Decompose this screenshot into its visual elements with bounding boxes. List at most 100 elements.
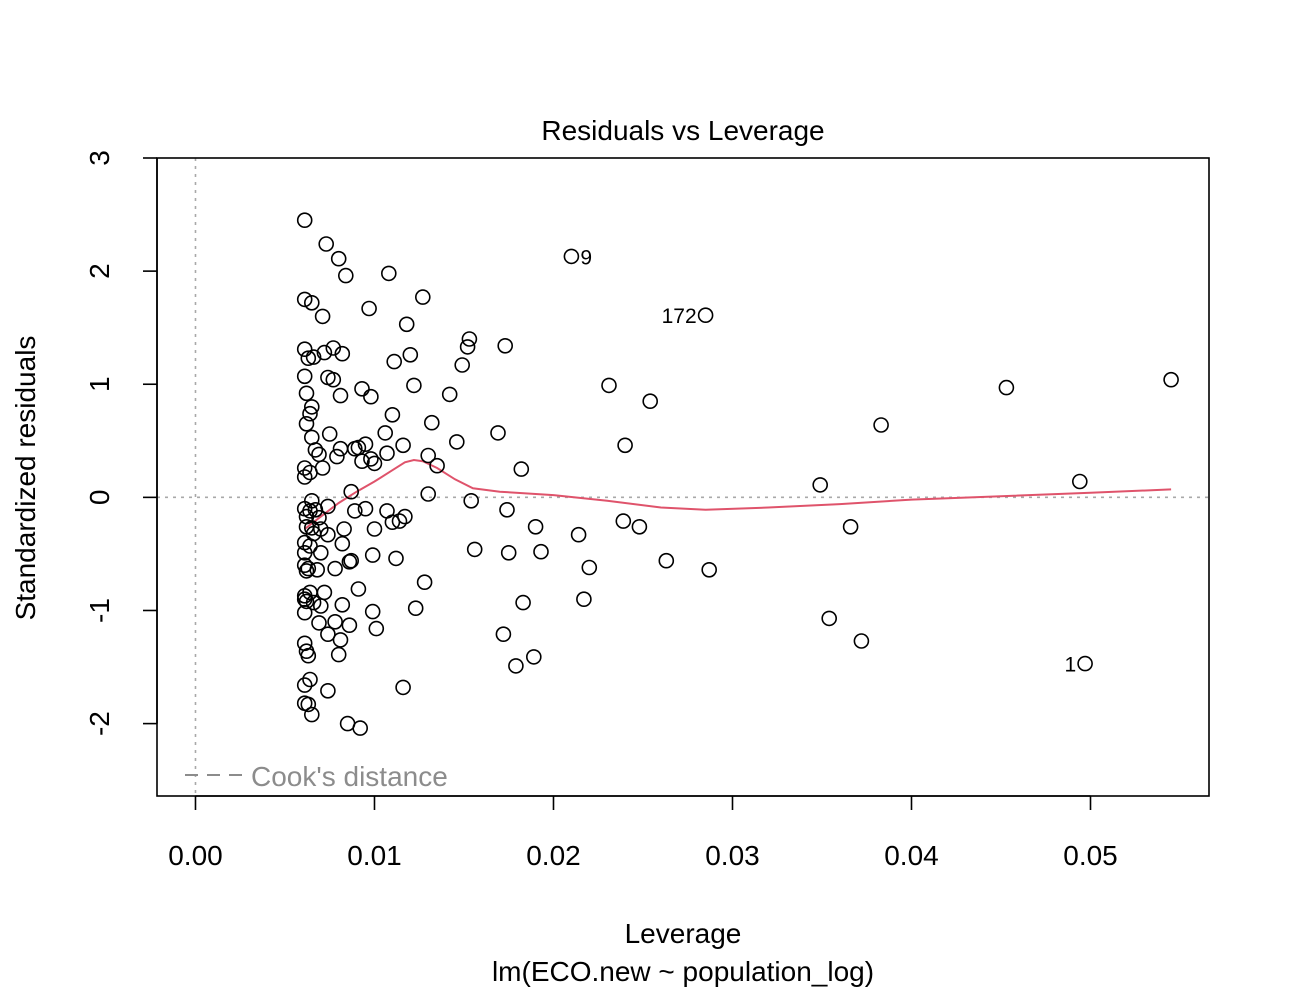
data-point xyxy=(414,289,431,305)
data-point xyxy=(352,720,369,736)
data-point xyxy=(316,584,333,601)
data-point xyxy=(563,248,580,265)
data-point xyxy=(495,626,512,643)
data-point xyxy=(998,379,1015,396)
data-point xyxy=(420,486,437,502)
data-point xyxy=(325,340,342,356)
data-point xyxy=(398,316,415,333)
data-point xyxy=(497,337,514,354)
data-point xyxy=(336,521,352,537)
data-point xyxy=(300,350,317,367)
data-point xyxy=(697,307,714,324)
data-point xyxy=(391,513,408,529)
y-tick-label: 3 xyxy=(84,150,115,166)
data-point xyxy=(701,561,718,578)
legend: Cook's distance xyxy=(185,761,448,792)
smooth-line-layer xyxy=(304,458,1172,530)
data-point xyxy=(343,483,360,500)
data-point xyxy=(325,371,342,388)
data-point xyxy=(525,649,542,665)
data-point xyxy=(354,380,370,397)
data-point xyxy=(1163,371,1179,388)
data-point xyxy=(303,706,320,723)
x-tick-label: 0.02 xyxy=(526,840,581,871)
data-point xyxy=(842,518,859,535)
data-point xyxy=(395,679,411,696)
point-label: 172 xyxy=(662,305,697,328)
data-point xyxy=(303,399,320,415)
data-point xyxy=(311,509,327,526)
data-point xyxy=(309,561,326,578)
data-point xyxy=(341,617,358,634)
data-point xyxy=(377,425,394,441)
data-point xyxy=(570,526,587,543)
data-point xyxy=(384,514,401,531)
data-point xyxy=(320,626,336,643)
data-point xyxy=(364,547,381,563)
data-point xyxy=(386,353,403,370)
data-point xyxy=(361,300,377,317)
data-point xyxy=(296,368,313,385)
data-point xyxy=(407,600,424,617)
y-tick-label: 0 xyxy=(84,490,115,506)
data-point xyxy=(379,445,395,462)
data-point xyxy=(402,346,419,363)
data-point xyxy=(332,632,349,648)
reference-lines xyxy=(157,158,1209,796)
data-point xyxy=(515,594,531,611)
x-tick-label: 0.05 xyxy=(1063,840,1118,871)
data-point xyxy=(461,331,478,347)
data-point xyxy=(821,610,838,627)
data-point xyxy=(354,453,370,470)
data-point xyxy=(320,526,336,543)
x-tick-label: 0.00 xyxy=(168,840,223,871)
data-point xyxy=(305,349,322,365)
data-point xyxy=(298,415,315,432)
data-point xyxy=(334,535,351,552)
data-point xyxy=(300,647,317,664)
data-point xyxy=(296,587,313,604)
data-point xyxy=(617,437,633,454)
point-labels-layer: 9 172 1 xyxy=(580,246,1076,676)
data-point xyxy=(296,604,313,621)
data-point xyxy=(368,620,385,637)
data-point xyxy=(320,682,336,699)
data-point xyxy=(366,455,383,472)
data-point xyxy=(316,344,333,361)
data-point xyxy=(314,460,331,476)
data-point xyxy=(441,386,458,403)
data-point xyxy=(420,447,437,464)
data-point xyxy=(576,591,592,608)
data-point xyxy=(581,559,598,576)
data-point xyxy=(303,294,320,311)
data-point xyxy=(873,417,889,433)
data-point xyxy=(388,550,404,567)
data-point xyxy=(366,521,383,537)
data-point xyxy=(533,543,549,560)
data-point xyxy=(364,603,381,620)
smoothed-trend-line xyxy=(304,458,1172,530)
data-point xyxy=(311,615,327,631)
data-point xyxy=(490,425,506,441)
y-tick-label: -2 xyxy=(84,711,115,736)
point-label: 1 xyxy=(1064,654,1076,677)
data-point xyxy=(337,267,354,284)
data-point xyxy=(296,291,313,308)
data-point xyxy=(363,451,379,467)
y-tick-label: -1 xyxy=(84,598,115,623)
data-point xyxy=(395,437,411,454)
data-point xyxy=(416,574,433,591)
x-axis-label: Leverage xyxy=(625,918,742,949)
data-point xyxy=(298,385,315,402)
data-point xyxy=(363,388,379,405)
data-point xyxy=(296,341,313,358)
data-point xyxy=(380,265,397,282)
data-point xyxy=(500,544,517,561)
data-point xyxy=(454,357,471,373)
data-point xyxy=(343,552,360,569)
data-point xyxy=(350,581,367,597)
data-point xyxy=(466,541,483,558)
data-point xyxy=(527,518,544,535)
point-label: 9 xyxy=(580,246,592,269)
data-point xyxy=(298,563,315,579)
